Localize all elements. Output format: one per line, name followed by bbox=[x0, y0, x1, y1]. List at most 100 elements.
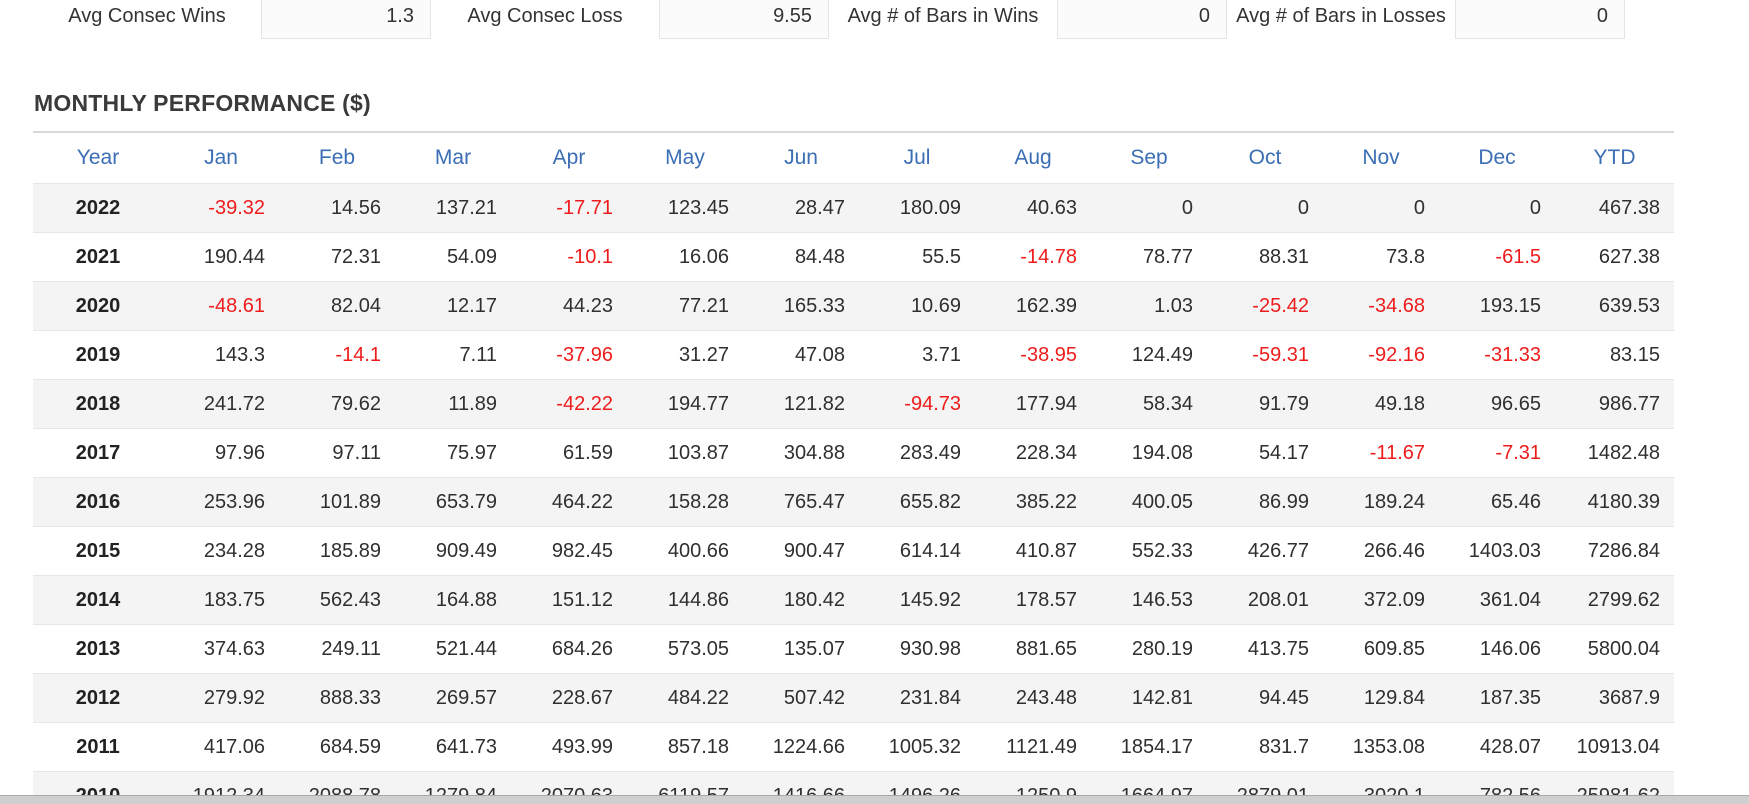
value-cell-jan: 279.92 bbox=[163, 673, 279, 723]
value-cell-jun: 900.47 bbox=[743, 526, 859, 576]
value-cell-dec: 428.07 bbox=[1439, 722, 1555, 772]
value-cell-nov: 1353.08 bbox=[1323, 722, 1439, 772]
value-cell-feb: 249.11 bbox=[279, 624, 395, 674]
value-cell-aug: 177.94 bbox=[975, 379, 1091, 429]
table-row: 2014 183.75 562.43 164.88 151.12 144.86 180.42… bbox=[33, 575, 1674, 625]
column-header-dec: Dec bbox=[1478, 146, 1516, 169]
value-cell-jul: 3.71 bbox=[859, 330, 975, 380]
value-cell-nov: 129.84 bbox=[1323, 673, 1439, 723]
value-cell-jun: 84.48 bbox=[743, 232, 859, 282]
value-cell-jul: 180.09 bbox=[859, 183, 975, 233]
value-cell-nov: 0 bbox=[1323, 183, 1439, 233]
value-cell-mar: 653.79 bbox=[395, 477, 511, 527]
value-cell-feb: 888.33 bbox=[279, 673, 395, 723]
column-header-apr: Apr bbox=[552, 146, 586, 169]
value-cell-oct: -25.42 bbox=[1207, 281, 1323, 331]
value-cell-may: 400.66 bbox=[627, 526, 743, 576]
value-cell-jan: 234.28 bbox=[163, 526, 279, 576]
value-cell-may: 31.27 bbox=[627, 330, 743, 380]
table-row: 2021 190.44 72.31 54.09 -10.1 16.06 84.48 55.5-… bbox=[33, 232, 1674, 282]
value-cell-jan: 374.63 bbox=[163, 624, 279, 674]
value-cell-apr: 464.22 bbox=[511, 477, 627, 527]
monthly-performance-table-container: Year Jan Feb Mar Apr May Jun Jul Aug Sep Oct Nov Dec… bbox=[33, 131, 1674, 804]
value-cell-dec: 361.04 bbox=[1439, 575, 1555, 625]
stat-label-avg-consec-wins: Avg Consec Wins bbox=[68, 5, 226, 27]
value-cell-dec: -31.33 bbox=[1439, 330, 1555, 380]
value-cell-may: 123.45 bbox=[627, 183, 743, 233]
table-body: 2022 -39.32 14.56 137.21 -17.71 123.45 28.47 18… bbox=[33, 183, 1674, 804]
value-cell-feb: 79.62 bbox=[279, 379, 395, 429]
value-cell-dec: 187.35 bbox=[1439, 673, 1555, 723]
value-cell-apr: 493.99 bbox=[511, 722, 627, 772]
value-cell-ytd: 10913.04 bbox=[1555, 722, 1674, 772]
stat-label-avg-bars-in-wins: Avg # of Bars in Wins bbox=[847, 5, 1039, 27]
value-cell-feb: -14.1 bbox=[279, 330, 395, 380]
value-cell-may: 194.77 bbox=[627, 379, 743, 429]
value-cell-jul: 145.92 bbox=[859, 575, 975, 625]
value-cell-dec: 1403.03 bbox=[1439, 526, 1555, 576]
value-cell-oct: 86.99 bbox=[1207, 477, 1323, 527]
value-cell-apr: -37.96 bbox=[511, 330, 627, 380]
value-cell-may: 77.21 bbox=[627, 281, 743, 331]
year-cell: 2013 bbox=[33, 624, 163, 674]
table-header-row: Year Jan Feb Mar Apr May Jun Jul Aug Sep Oct Nov Dec… bbox=[33, 132, 1674, 184]
value-cell-jun: 304.88 bbox=[743, 428, 859, 478]
value-cell-aug: 162.39 bbox=[975, 281, 1091, 331]
value-cell-aug: 385.22 bbox=[975, 477, 1091, 527]
table-row: 2015 234.28 185.89 909.49 982.45 400.66 900.47… bbox=[33, 526, 1674, 576]
value-cell-jan: 253.96 bbox=[163, 477, 279, 527]
horizontal-scrollbar[interactable] bbox=[0, 795, 1749, 804]
value-cell-oct: 831.7 bbox=[1207, 722, 1323, 772]
value-cell-ytd: 7286.84 bbox=[1555, 526, 1674, 576]
value-cell-apr: 61.59 bbox=[511, 428, 627, 478]
table-row: 2020 -48.61 82.04 12.17 44.23 77.21 165.33 10.6… bbox=[33, 281, 1674, 331]
value-cell-mar: 54.09 bbox=[395, 232, 511, 282]
value-cell-feb: 97.11 bbox=[279, 428, 395, 478]
value-cell-nov: 609.85 bbox=[1323, 624, 1439, 674]
value-cell-jan: 183.75 bbox=[163, 575, 279, 625]
stat-value-avg-consec-loss: 9.55 bbox=[659, 0, 829, 39]
year-cell: 2018 bbox=[33, 379, 163, 429]
value-cell-nov: 266.46 bbox=[1323, 526, 1439, 576]
value-cell-nov: 73.8 bbox=[1323, 232, 1439, 282]
value-cell-apr: 228.67 bbox=[511, 673, 627, 723]
value-cell-mar: 164.88 bbox=[395, 575, 511, 625]
value-cell-dec: 146.06 bbox=[1439, 624, 1555, 674]
column-header-sep: Sep bbox=[1130, 146, 1168, 169]
value-cell-mar: 269.57 bbox=[395, 673, 511, 723]
value-cell-nov: -11.67 bbox=[1323, 428, 1439, 478]
value-cell-aug: 178.57 bbox=[975, 575, 1091, 625]
summary-stats-row: Avg Consec Wins 1.3 Avg Consec Loss 9.55… bbox=[33, 0, 1673, 39]
value-cell-ytd: 639.53 bbox=[1555, 281, 1674, 331]
value-cell-nov: -34.68 bbox=[1323, 281, 1439, 331]
stat-value-avg-bars-in-wins: 0 bbox=[1057, 0, 1227, 39]
value-cell-dec: -61.5 bbox=[1439, 232, 1555, 282]
value-cell-sep: 280.19 bbox=[1091, 624, 1207, 674]
table-row: 2017 97.96 97.11 75.97 61.59 103.87 304.88 283.… bbox=[33, 428, 1674, 478]
year-cell: 2022 bbox=[33, 183, 163, 233]
value-cell-aug: 881.65 bbox=[975, 624, 1091, 674]
value-cell-apr: -17.71 bbox=[511, 183, 627, 233]
value-cell-oct: 426.77 bbox=[1207, 526, 1323, 576]
value-cell-dec: 65.46 bbox=[1439, 477, 1555, 527]
value-cell-apr: -42.22 bbox=[511, 379, 627, 429]
value-cell-mar: 75.97 bbox=[395, 428, 511, 478]
value-cell-sep: 78.77 bbox=[1091, 232, 1207, 282]
column-header-may: May bbox=[665, 146, 705, 169]
value-cell-ytd: 986.77 bbox=[1555, 379, 1674, 429]
column-header-mar: Mar bbox=[434, 146, 472, 169]
value-cell-ytd: 4180.39 bbox=[1555, 477, 1674, 527]
value-cell-jun: 180.42 bbox=[743, 575, 859, 625]
value-cell-jun: 1224.66 bbox=[743, 722, 859, 772]
value-cell-dec: -7.31 bbox=[1439, 428, 1555, 478]
value-cell-nov: 49.18 bbox=[1323, 379, 1439, 429]
value-cell-ytd: 83.15 bbox=[1555, 330, 1674, 380]
value-cell-mar: 137.21 bbox=[395, 183, 511, 233]
table-row: 2016 253.96 101.89 653.79 464.22 158.28 765.47… bbox=[33, 477, 1674, 527]
value-cell-aug: 40.63 bbox=[975, 183, 1091, 233]
year-cell: 2019 bbox=[33, 330, 163, 380]
value-cell-jan: 417.06 bbox=[163, 722, 279, 772]
value-cell-jan: -39.32 bbox=[163, 183, 279, 233]
value-cell-jul: 55.5 bbox=[859, 232, 975, 282]
